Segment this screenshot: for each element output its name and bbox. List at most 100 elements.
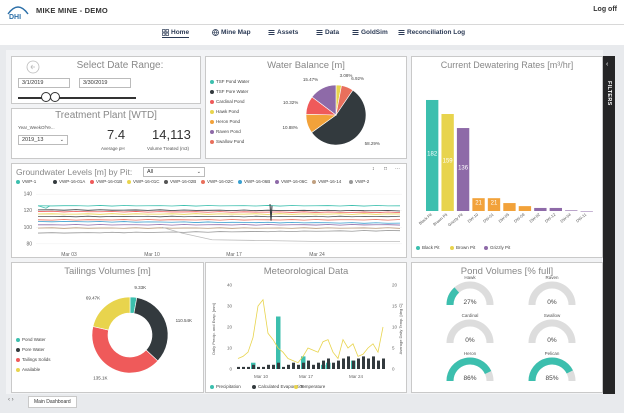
evap-bar bbox=[367, 358, 370, 369]
pit-select[interactable]: All ⌄ bbox=[143, 167, 205, 177]
slice-label: 10.88% bbox=[283, 125, 298, 130]
tab-reconciliation-log[interactable]: Reconciliation Log bbox=[398, 29, 465, 36]
bar-value-label: 21 bbox=[475, 201, 482, 207]
pond-gauge: Swallow 0% bbox=[522, 313, 582, 351]
category-label: DW-02 bbox=[528, 211, 541, 223]
gauge-track bbox=[528, 281, 576, 306]
legend-item[interactable]: VWP-2 bbox=[349, 179, 369, 184]
evap-bar bbox=[327, 358, 330, 369]
page-nav-arrows-icon[interactable]: ‹ › bbox=[8, 397, 14, 403]
legend-label: Grizzly Pit bbox=[490, 245, 511, 250]
y-tick-label: 10 bbox=[392, 325, 398, 330]
focus-mode-icon[interactable]: □ bbox=[384, 166, 388, 172]
date-slider-track[interactable] bbox=[18, 97, 136, 99]
legend-item[interactable]: VWP-16-02C bbox=[201, 179, 234, 184]
legend-label: Black Pit bbox=[422, 245, 440, 250]
more-options-icon[interactable]: ⋯ bbox=[395, 166, 400, 172]
evap-bar bbox=[342, 358, 345, 369]
legend-item[interactable]: Temperature bbox=[294, 384, 325, 389]
legend-item[interactable]: VWP-16-01B bbox=[90, 179, 122, 184]
legend-item[interactable]: VWP-16-06B bbox=[238, 179, 270, 184]
end-date-input[interactable]: 3/30/2019 bbox=[79, 78, 131, 88]
evap-bar bbox=[287, 364, 290, 369]
tab-assets[interactable]: Assets bbox=[268, 29, 298, 36]
dewatering-bar bbox=[580, 211, 593, 212]
legend-item[interactable]: Available bbox=[16, 367, 40, 372]
week-filter-select[interactable]: 2019_13 ⌄ bbox=[18, 135, 68, 145]
legend-item[interactable]: TSF Pore Water bbox=[210, 89, 248, 94]
evap-bar bbox=[377, 360, 380, 369]
legend-item[interactable]: Precipitation bbox=[210, 384, 241, 389]
legend-item[interactable]: VWP-16-01C bbox=[127, 179, 160, 184]
tab-mine-map[interactable]: Mine Map bbox=[212, 29, 251, 37]
legend-item[interactable]: VWP-1 bbox=[16, 179, 36, 184]
dewatering-bar bbox=[487, 198, 501, 211]
legend-dot bbox=[16, 357, 20, 362]
dewatering-bar bbox=[503, 203, 516, 211]
legend-dot bbox=[16, 367, 20, 372]
evap-bar bbox=[262, 366, 265, 369]
evap-bar bbox=[277, 362, 280, 369]
legend-item[interactable]: Brown Pit bbox=[450, 245, 475, 250]
dewatering-bar bbox=[441, 114, 454, 211]
legend-label: Calculated Evaporation bbox=[258, 384, 305, 389]
evap-bar bbox=[332, 362, 335, 369]
legend-label: Cardinal Pond bbox=[216, 99, 245, 104]
legend-item[interactable]: Hawk Pond bbox=[210, 109, 239, 114]
bar-value-label: 136 bbox=[458, 166, 469, 172]
y-tick-label: 140 bbox=[24, 192, 33, 198]
y-axis-label: Average Daily Temp. [deg C] bbox=[398, 304, 403, 355]
legend-label: Tailings Solids bbox=[22, 357, 51, 362]
legend-label: Available bbox=[22, 367, 41, 372]
bar-value-label: 182 bbox=[427, 151, 438, 157]
date-slider-handle-end[interactable] bbox=[50, 92, 60, 102]
legend-item[interactable]: Pond Water bbox=[16, 337, 46, 342]
date-range-title: Select Date Range: bbox=[76, 60, 164, 71]
series-line bbox=[37, 227, 401, 229]
legend-item[interactable]: Calculated Evaporation bbox=[252, 384, 305, 389]
legend-item[interactable]: TSF Pond Water bbox=[210, 79, 249, 84]
evap-bar bbox=[352, 360, 355, 369]
legend-item[interactable]: VWP-16-02B bbox=[164, 179, 196, 184]
series-line bbox=[37, 213, 401, 215]
category-label: Black Pit bbox=[418, 211, 434, 225]
legend-item[interactable]: Heron Pond bbox=[210, 119, 240, 124]
gauge-arc: 86% bbox=[446, 357, 494, 382]
legend-item[interactable]: Black Pit bbox=[416, 245, 440, 250]
chevron-left-icon[interactable]: ‹ bbox=[606, 61, 609, 68]
water-balance-pie: 3.08%6.92% 58.29% 10.88% 10.32% 15.47% bbox=[283, 73, 380, 146]
start-date-input[interactable]: 3/1/2019 bbox=[18, 78, 70, 88]
dhi-logo: DHI bbox=[7, 6, 29, 21]
legend-dot bbox=[275, 179, 279, 184]
x-tick-label: Mar 10 bbox=[254, 374, 269, 379]
logoff-link[interactable]: Log off bbox=[593, 6, 617, 13]
legend-item[interactable]: Cardinal Pond bbox=[210, 99, 245, 104]
pie-slice bbox=[91, 326, 159, 374]
legend-item[interactable]: VWP-16-01A bbox=[53, 179, 85, 184]
evap-bar bbox=[297, 364, 300, 369]
gauge-fill bbox=[528, 357, 573, 382]
legend-item[interactable]: VWP-16-06C bbox=[275, 179, 308, 184]
legend-item[interactable]: Grizzly Pit bbox=[484, 245, 510, 250]
chevron-down-icon: ⌄ bbox=[196, 169, 201, 175]
drill-down-icon[interactable]: ↕ bbox=[372, 166, 375, 172]
legend-item[interactable]: Tailings Solids bbox=[16, 357, 51, 362]
filters-pane[interactable]: ‹ FILTERS bbox=[603, 56, 615, 399]
gauge-arc: 27% bbox=[446, 281, 494, 306]
tab-home[interactable]: Home bbox=[162, 29, 190, 38]
tab-goldsim[interactable]: GoldSim bbox=[352, 29, 388, 36]
series-line bbox=[37, 221, 401, 224]
evap-bar bbox=[362, 356, 365, 369]
evap-bar bbox=[247, 366, 250, 369]
y-tick-label: 120 bbox=[24, 208, 33, 214]
back-arrow-icon[interactable] bbox=[26, 60, 40, 74]
legend-label: Raven Pond bbox=[216, 129, 241, 134]
legend-item[interactable]: Pore Water bbox=[16, 347, 45, 352]
dewatering-bar bbox=[534, 207, 547, 211]
tab-main-dashboard[interactable]: Main Dashboard bbox=[28, 396, 77, 408]
legend-item[interactable]: Swallow Pond bbox=[210, 139, 244, 144]
legend-item[interactable]: Raven Pond bbox=[210, 129, 241, 134]
legend-item[interactable]: VWP-16-14 bbox=[312, 179, 341, 184]
evap-bar bbox=[282, 366, 285, 369]
tab-data[interactable]: Data bbox=[316, 29, 339, 36]
